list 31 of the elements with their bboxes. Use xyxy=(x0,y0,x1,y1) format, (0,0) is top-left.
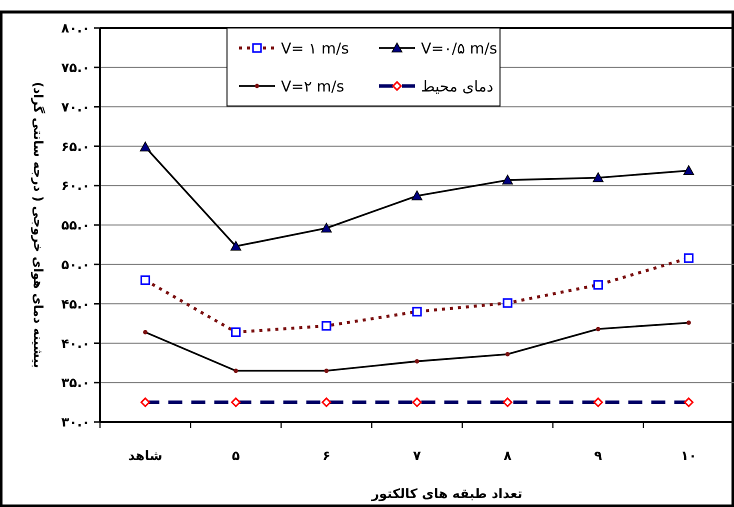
y-tick-label: ۴۵.۰ xyxy=(61,297,90,312)
x-tick-label: ۸ xyxy=(504,449,512,464)
y-tick-label: ۵۵.۰ xyxy=(61,218,90,234)
x-tick-label: ۷ xyxy=(413,449,422,464)
x-tick-label: ۵ xyxy=(232,449,240,464)
y-tick-label: ۴۰.۰ xyxy=(61,336,90,352)
legend-label: V= ۱ m/s xyxy=(281,39,350,58)
point xyxy=(321,222,332,233)
x-tick-label: ۶ xyxy=(322,449,330,464)
point xyxy=(230,240,242,251)
x-axis-title: تعداد طبقه های کالکتور xyxy=(370,487,522,502)
x-tick-label: شاهد xyxy=(128,449,162,464)
legend-label: V=۰/۵ m/s xyxy=(421,39,498,58)
y-tick-label: ۶۵.۰ xyxy=(61,140,90,155)
point xyxy=(412,190,422,200)
x-tick-label: ۹ xyxy=(594,449,602,464)
y-tick-label: ۷۰.۰ xyxy=(61,100,90,116)
y-tick-label: ۸۰.۰ xyxy=(61,22,90,37)
point xyxy=(140,142,151,152)
y-tick-label: ۶۰.۰ xyxy=(61,179,90,194)
point xyxy=(683,165,694,176)
y-tick-label: ۳۰.۰ xyxy=(61,416,90,431)
point xyxy=(502,174,513,184)
y-tick-label: ۷۵.۰ xyxy=(61,60,90,76)
legend-label: دمای محیط xyxy=(421,77,494,96)
y-tick-label: ۳۵.۰ xyxy=(61,376,90,392)
legend-label: V=۲ m/s xyxy=(281,77,344,96)
y-axis-title: بیشینه دمای هوای خروجی ( درجه سانتی گراد) xyxy=(30,82,46,368)
x-tick-label: ۱۰ xyxy=(680,449,697,464)
y-tick-label: ۵۰.۰ xyxy=(61,258,90,273)
point xyxy=(592,172,604,182)
